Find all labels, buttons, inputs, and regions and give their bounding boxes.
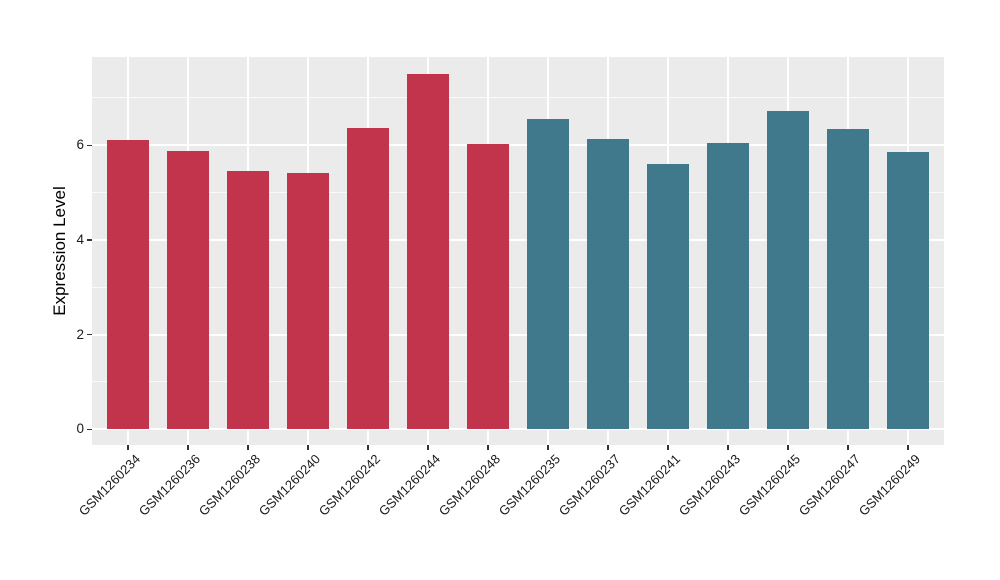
gridline-minor-horizontal (92, 192, 944, 194)
plot-panel (92, 57, 944, 445)
x-tick-label: GSM1260240 (255, 451, 323, 519)
y-tick-label: 4 (76, 231, 84, 247)
bar-GSM1260249 (887, 151, 929, 430)
x-tick-mark (367, 445, 369, 450)
bar-GSM1260243 (707, 142, 749, 430)
bar-GSM1260240 (287, 172, 329, 430)
x-tick-label: GSM1260249 (855, 451, 923, 519)
bar-GSM1260235 (527, 119, 569, 430)
bar-GSM1260248 (467, 143, 509, 430)
bar-GSM1260238 (227, 170, 269, 430)
gridline-major-horizontal (92, 428, 944, 431)
x-tick-label: GSM1260234 (75, 451, 143, 519)
y-tick-mark (87, 144, 92, 147)
gridline-minor-horizontal (92, 381, 944, 383)
x-tick-label: GSM1260241 (615, 451, 683, 519)
y-tick-label: 0 (76, 421, 84, 437)
bar-GSM1260234 (107, 140, 149, 430)
x-tick-label: GSM1260238 (195, 451, 263, 519)
x-tick-mark (127, 445, 129, 450)
x-tick-label: GSM1260243 (675, 451, 743, 519)
gridline-minor-horizontal (92, 286, 944, 288)
bar-GSM1260236 (167, 150, 209, 430)
x-tick-label: GSM1260237 (555, 451, 623, 519)
y-axis-title: Expression Level (50, 186, 69, 316)
x-tick-label: GSM1260245 (735, 451, 803, 519)
bar-GSM1260242 (347, 127, 389, 430)
x-tick-mark (307, 445, 309, 450)
x-tick-label: GSM1260244 (375, 451, 443, 519)
gridline-major-horizontal (92, 238, 944, 241)
bar-GSM1260237 (587, 139, 629, 430)
gridline-minor-horizontal (92, 97, 944, 99)
x-tick-label: GSM1260247 (795, 451, 863, 519)
x-tick-mark (187, 445, 189, 450)
x-tick-mark (247, 445, 249, 450)
gridline-major-horizontal (92, 333, 944, 336)
y-tick-mark (87, 428, 92, 431)
x-tick-label: GSM1260242 (315, 451, 383, 519)
x-tick-mark (727, 445, 729, 450)
x-tick-mark (667, 445, 669, 450)
x-tick-label: GSM1260236 (135, 451, 203, 519)
y-tick-mark (87, 333, 92, 336)
y-tick-label: 2 (76, 326, 84, 342)
bar-GSM1260247 (827, 129, 869, 430)
x-tick-mark (847, 445, 849, 450)
x-tick-label: GSM1260235 (495, 451, 563, 519)
x-tick-mark (547, 445, 549, 450)
gridline-major-horizontal (92, 144, 944, 147)
x-tick-mark (487, 445, 489, 450)
x-tick-label: GSM1260248 (435, 451, 503, 519)
x-tick-mark (427, 445, 429, 450)
bar-GSM1260241 (647, 164, 689, 430)
x-tick-mark (907, 445, 909, 450)
y-tick-mark (87, 239, 92, 241)
x-tick-mark (787, 445, 789, 450)
bar-GSM1260244 (407, 74, 449, 430)
y-tick-label: 6 (76, 137, 84, 153)
x-tick-mark (607, 445, 609, 450)
bar-GSM1260245 (767, 111, 809, 430)
